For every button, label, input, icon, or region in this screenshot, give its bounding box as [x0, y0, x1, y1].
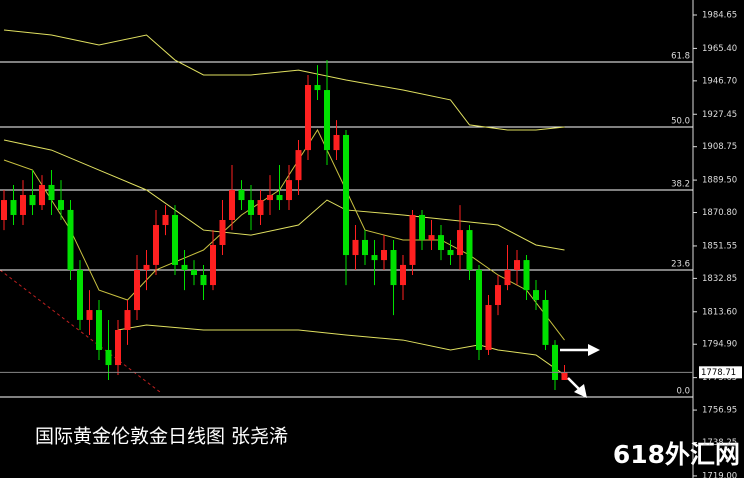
candle-body: [523, 260, 530, 291]
candle-body: [105, 349, 112, 366]
y-tick-label: 1908.75: [702, 142, 737, 152]
candle-body: [362, 239, 368, 256]
candle-body: [48, 184, 55, 201]
candle-body: [447, 250, 454, 256]
y-tick-label: 1965.40: [702, 44, 737, 54]
y-tick-label: 1889.50: [702, 176, 737, 186]
candle-body: [504, 269, 511, 286]
candle-body: [257, 200, 264, 215]
candle-body: [438, 235, 444, 251]
candle-body: [476, 269, 482, 350]
candle-body: [419, 214, 425, 240]
candle-body: [286, 180, 292, 201]
candle-body: [371, 255, 378, 261]
candle-body: [29, 195, 36, 206]
candle-body: [305, 85, 311, 151]
candle-body: [191, 269, 197, 276]
candle-body: [238, 189, 245, 201]
candle-body: [219, 220, 226, 245]
band-line: [3, 139, 565, 251]
candle-body: [1, 200, 7, 221]
candle-body: [466, 230, 473, 270]
candle-body: [172, 214, 178, 265]
candle-body: [533, 290, 539, 300]
y-tick-label: 1870.80: [702, 208, 737, 218]
candle-body: [200, 275, 207, 286]
candle-body: [67, 209, 74, 270]
candle-body: [96, 310, 102, 350]
watermark: 618外汇网: [613, 440, 740, 469]
candle-body: [409, 214, 416, 265]
candle-body: [210, 244, 216, 286]
candle-body: [314, 85, 321, 91]
candle-body: [343, 134, 349, 256]
candle-body: [324, 90, 330, 151]
candle-body: [124, 310, 131, 331]
fib-label: 0.0: [676, 386, 690, 396]
candle-body: [58, 200, 64, 210]
y-tick-label: 1794.90: [702, 340, 737, 350]
candle-body: [276, 195, 283, 201]
candle-body: [457, 230, 463, 256]
candle-body: [134, 269, 140, 311]
candle-body: [390, 250, 397, 286]
chart-title: 国际黄金伦敦金日线图 张尧浠: [35, 426, 288, 448]
candle-body: [162, 214, 169, 226]
candle-body: [181, 264, 188, 270]
band-line: [117, 324, 565, 376]
band-line: [3, 29, 565, 131]
candle-body: [495, 285, 501, 306]
candle-body: [229, 189, 235, 221]
y-tick-label: 1756.95: [702, 406, 737, 416]
candle-body: [267, 195, 273, 201]
candle-body: [552, 344, 558, 380]
y-tick-label: 1719.00: [702, 471, 737, 478]
candle-body: [115, 330, 121, 366]
plot: 61.8 50.0 38.2 23.6 0.0: [0, 29, 693, 398]
y-tick-label: 1813.60: [702, 307, 737, 317]
y-tick-label: 1832.85: [702, 274, 737, 284]
fib-label: 38.2: [671, 179, 690, 189]
candle-body: [352, 239, 359, 256]
last-price-tag: [699, 366, 742, 379]
candle-body: [428, 235, 435, 240]
candle-body: [20, 195, 26, 215]
candle-body: [248, 200, 254, 215]
last-price-label: 1778.71: [701, 368, 736, 378]
y-tick-label: 1984.65: [702, 11, 737, 21]
candle-body: [10, 200, 17, 215]
candle-body: [86, 310, 93, 320]
candle-body: [381, 250, 387, 261]
fib-label: 23.6: [671, 259, 690, 269]
candle-body: [400, 264, 406, 286]
candle-body: [542, 299, 549, 345]
y-tick-label: 1851.55: [702, 241, 737, 251]
candle-body: [153, 225, 159, 265]
fib-label: 61.8: [671, 51, 690, 61]
candle-body: [295, 150, 302, 181]
y-tick-label: 1927.45: [702, 110, 737, 120]
candle-body: [485, 305, 492, 350]
fib-label: 50.0: [671, 117, 690, 127]
candle-body: [561, 372, 568, 380]
arrows: [560, 344, 600, 398]
y-tick-label: 1738.25: [702, 438, 737, 448]
candle-body: [143, 264, 150, 270]
candle-body: [514, 260, 520, 270]
candle-body: [333, 134, 340, 151]
candle-body: [39, 184, 45, 206]
candle-body: [77, 269, 83, 320]
y-tick-label: 1946.70: [702, 76, 737, 86]
